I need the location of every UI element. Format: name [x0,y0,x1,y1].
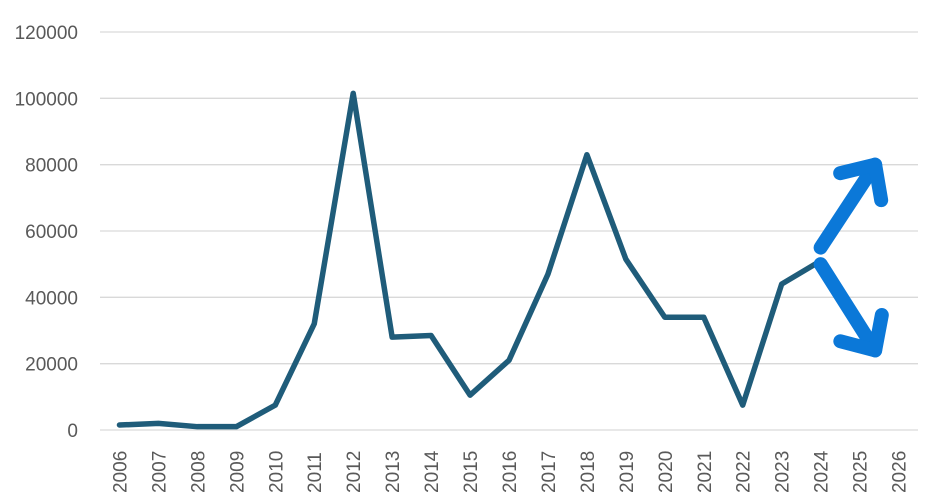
x-tick-label: 2010 [266,451,287,493]
y-tick-label: 40000 [25,288,78,309]
x-tick-label: 2025 [851,451,872,493]
y-tick-label: 60000 [25,222,78,243]
down-trend-arrow [813,257,889,358]
x-tick-label: 2007 [149,451,170,493]
y-axis-ticks: 0 20000 40000 60000 80000 100000 120000 [15,23,78,442]
y-tick-label: 100000 [15,89,78,110]
x-tick-label: 2013 [383,451,404,493]
y-tick-label: 20000 [25,355,78,376]
x-tick-label: 2006 [110,451,131,493]
y-tick-label: 0 [67,421,78,442]
x-tick-label: 2020 [656,451,677,493]
x-tick-label: 2022 [734,451,755,493]
x-tick-label: 2021 [695,451,716,493]
x-tick-label: 2023 [773,451,794,493]
x-tick-label: 2018 [578,451,599,493]
series-line [116,90,824,430]
x-tick-label: 2024 [812,450,833,493]
x-tick-label: 2016 [500,451,521,493]
up-trend-arrow [813,157,889,255]
y-tick-label: 80000 [25,156,78,177]
x-tick-label: 2009 [227,451,248,493]
y-tick-label: 120000 [15,23,78,44]
x-tick-label: 2015 [461,451,482,493]
annotation-layer [813,157,889,358]
gridlines [100,31,918,431]
x-tick-label: 2014 [422,450,443,493]
x-tick-label: 2017 [539,451,560,493]
series-layer [116,90,824,430]
x-tick-label: 2011 [305,452,326,493]
x-axis-ticks: 2006 2007 2008 2009 2010 2011 2012 2013 2014 2015… [110,450,910,493]
x-tick-label: 2012 [344,451,365,493]
x-tick-label: 2026 [890,451,911,493]
x-tick-label: 2019 [617,451,638,493]
x-tick-label: 2008 [188,451,209,493]
